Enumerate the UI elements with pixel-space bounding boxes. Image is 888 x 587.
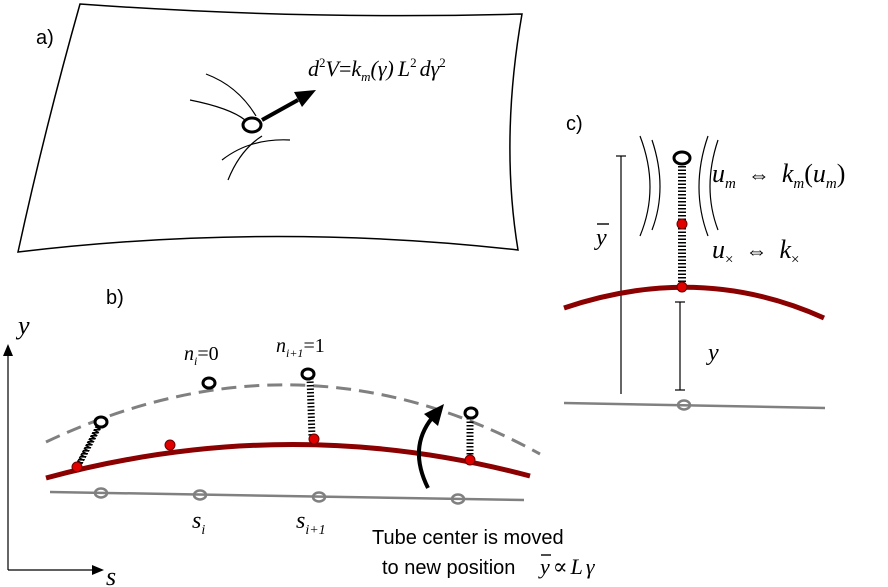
field-line (651, 139, 661, 231)
panel-b-label: b) (106, 287, 124, 309)
tube-curve (563, 284, 826, 321)
field-line (639, 135, 651, 237)
y-distance-label: y (706, 340, 719, 366)
move-arrow (416, 416, 434, 489)
caption-line-1: Tube center is moved (372, 527, 564, 549)
field-line (698, 135, 709, 237)
force-arrow (261, 98, 299, 122)
bead (201, 376, 217, 390)
eq-g-sup: 2 (439, 55, 446, 70)
spring (75, 424, 102, 468)
eq-k: k (351, 56, 362, 81)
eq-L: L (397, 56, 410, 81)
surface-node (192, 489, 208, 501)
um-relation: um ⇔ km(um) (712, 159, 845, 192)
surface-line (49, 490, 525, 502)
bead (672, 150, 692, 166)
tube-node (676, 218, 688, 230)
panel-a-label: a) (36, 27, 54, 49)
bead (463, 406, 479, 420)
eq-d: d (308, 56, 320, 81)
eq-k-sub: m (361, 69, 370, 84)
spring (306, 377, 316, 438)
spring (75, 424, 102, 468)
tube-node (164, 439, 176, 451)
eq-gamma: γ (431, 56, 441, 81)
field-line (205, 73, 257, 117)
eq-d2: d (420, 56, 432, 81)
s-axis-label: s (106, 562, 116, 587)
panel-b: b) y s (3, 287, 596, 587)
tube-node (308, 433, 320, 445)
surface-line (563, 401, 826, 410)
panel-a: a) d2V=km(γ) L2 dγ2 (17, 3, 523, 253)
bead (300, 367, 316, 381)
tube-curve (45, 442, 531, 481)
y-axis-label: y (15, 311, 30, 340)
ux-relation: u× ⇔ k× (712, 235, 799, 268)
panel-c: c) y y um ⇔ km(um) u× ⇔ k× (563, 113, 845, 411)
membrane-sheet (17, 3, 523, 253)
surface-node (676, 399, 692, 411)
field-line (221, 139, 291, 161)
tube-node (71, 461, 83, 473)
y-axis-arrow (3, 344, 13, 356)
bead (93, 415, 109, 429)
n-i-label: ni=0 (184, 343, 219, 368)
eq-v: V (326, 56, 342, 81)
panel-a-equation: d2V=km(γ) L2 dγ2 (308, 55, 446, 84)
surface-node (311, 491, 327, 503)
force-arrow-head (294, 90, 316, 107)
caption-line-2: to new position (382, 557, 515, 579)
panel-c-label: c) (566, 113, 583, 135)
tube-node (464, 454, 476, 466)
tube-node (676, 281, 688, 293)
surface-node (450, 493, 466, 505)
s-i1-label: si+1 (296, 508, 326, 538)
field-line (189, 99, 246, 121)
surface-node (93, 487, 109, 499)
s-i-label: si (192, 508, 205, 538)
eq-arg: (γ) (371, 56, 394, 81)
n-i1-label: ni+1=1 (276, 335, 325, 360)
s-axis-arrow (92, 565, 104, 575)
eq-sup: 2 (319, 55, 326, 70)
eq-equals: = (339, 56, 351, 81)
eq-L-sup: 2 (410, 55, 417, 70)
move-arrow-head (424, 404, 444, 426)
field-line (227, 135, 263, 181)
bead (241, 116, 263, 134)
field-line (709, 139, 719, 231)
ybar-label: y (594, 225, 607, 251)
